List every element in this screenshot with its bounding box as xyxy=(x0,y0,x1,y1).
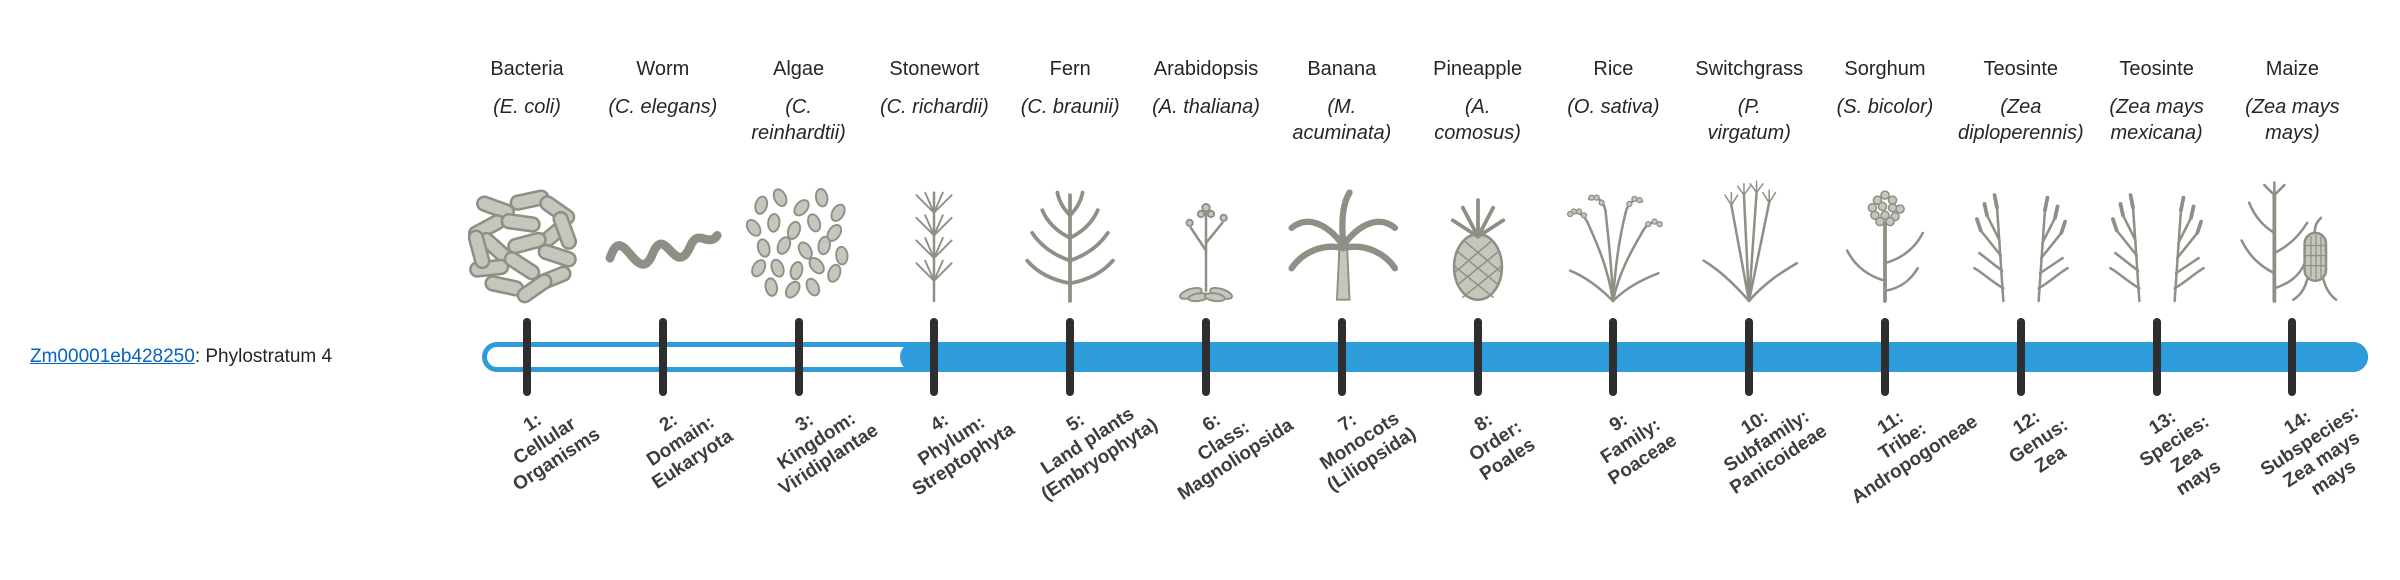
bacteria-icon xyxy=(459,168,595,306)
species-common-name: Switchgrass xyxy=(1695,58,1804,80)
maize-icon xyxy=(2224,168,2360,306)
phylostratum-label-13: 13: Species: Zea mays xyxy=(2135,406,2225,501)
phylostratum-label-8: 8: Order: Poales xyxy=(1465,409,1539,486)
tick-phylostratum-6 xyxy=(1202,318,1210,396)
species-common-name: Teosinte xyxy=(2119,58,2194,80)
species-column-9-rice: Rice (O. sativa) xyxy=(1538,0,1688,310)
sorghum-icon xyxy=(1817,168,1953,306)
phylostratum-label-9: 9: Family: Poaceae xyxy=(1597,409,1682,490)
species-column-7-banana: Banana (M. acuminata) xyxy=(1267,0,1417,310)
pineapple-icon xyxy=(1410,168,1546,306)
species-common-name: Banana xyxy=(1307,58,1377,80)
tick-phylostratum-2 xyxy=(658,318,667,396)
stonewort-icon xyxy=(866,168,1002,306)
species-common-name: Pineapple xyxy=(1433,58,1523,80)
tick-phylostratum-7 xyxy=(1337,318,1346,396)
species-column-6-arabidopsis: Arabidopsis (A. thaliana) xyxy=(1131,0,1281,310)
tick-phylostratum-10 xyxy=(1745,318,1754,396)
phylostratum-label-11: 11: Tribe: Andropogoneae xyxy=(1847,406,1982,509)
arabidopsis-icon xyxy=(1138,168,1274,306)
species-common-name: Sorghum xyxy=(1844,58,1926,80)
tick-phylostratum-8 xyxy=(1473,318,1482,396)
phylostrata-bar-fill xyxy=(900,342,2368,372)
species-scientific-name: (E. coli) xyxy=(493,96,561,118)
species-common-name: Fern xyxy=(1049,58,1091,80)
tick-phylostratum-4 xyxy=(930,318,939,396)
phylostratum-label-7: 7: Monocots (Liliopsida) xyxy=(1316,408,1420,497)
gene-link[interactable]: Zm00001eb428250 xyxy=(30,346,195,367)
species-scientific-name: (Zea mays mays) xyxy=(2245,96,2340,144)
species-common-name: Teosinte xyxy=(1983,58,2059,80)
species-scientific-name: (A. thaliana) xyxy=(1152,96,1260,118)
phylostratum-label-6: 6: Class: Magnoliopsida xyxy=(1174,409,1298,505)
phylostratum-label-14: 14: Subspecies: Zea mays mays xyxy=(2257,401,2365,501)
species-column-12-teosinte: Teosinte (Zea diploperennis) xyxy=(1946,0,2096,310)
species-common-name: Maize xyxy=(2265,58,2320,80)
species-column-2-worm: Worm (C. elegans) xyxy=(588,0,738,310)
species-common-name: Bacteria xyxy=(490,58,564,80)
tick-phylostratum-11 xyxy=(1881,318,1889,396)
species-column-3-algae: Algae (C. reinhardtii) xyxy=(724,0,874,310)
phylostratum-label-4: 4: Phylum: Streptophyta xyxy=(909,409,1019,501)
species-scientific-name: (Zea mays mexicana) xyxy=(2109,96,2204,144)
tick-phylostratum-3 xyxy=(794,318,803,396)
species-column-1-bacteria: Bacteria (E. coli) xyxy=(452,0,602,310)
teosinte-icon xyxy=(2089,168,2225,306)
species-column-11-sorghum: Sorghum (S. bicolor) xyxy=(1810,0,1960,310)
tick-phylostratum-13 xyxy=(2152,318,2161,396)
teosinte-icon xyxy=(1953,168,2089,306)
species-common-name: Stonewort xyxy=(889,58,980,80)
phylostratum-label-1: 1: Cellular Organisms xyxy=(509,409,605,496)
species-common-name: Rice xyxy=(1593,58,1634,80)
species-scientific-name: (C. braunii) xyxy=(1020,96,1120,118)
species-column-5-fern: Fern (C. braunii) xyxy=(995,0,1145,310)
phylostratum-label-5: 5: Land plants (Embryophyta) xyxy=(1037,403,1162,506)
tick-phylostratum-5 xyxy=(1066,318,1075,396)
fern-icon xyxy=(1002,168,1138,306)
algae-icon xyxy=(731,168,867,306)
phylostratum-label-10: 10: Subfamily: Panicoideae xyxy=(1720,406,1832,499)
rice-icon xyxy=(1545,168,1681,306)
species-column-8-pineapple: Pineapple (A. comosus) xyxy=(1403,0,1553,310)
phylostratum-label-3: 3: Kingdom: Viridiplantae xyxy=(773,408,882,500)
species-column-4-stonewort: Stonewort (C. richardii) xyxy=(859,0,1009,310)
worm-icon xyxy=(595,168,731,306)
species-scientific-name: (C. richardii) xyxy=(879,96,989,118)
species-column-14-maize: Maize (Zea mays mays) xyxy=(2217,0,2367,310)
phylostratum-label-2: 2: Domain: Eukaryota xyxy=(642,409,737,494)
species-common-name: Arabidopsis xyxy=(1153,58,1259,80)
tick-phylostratum-14 xyxy=(2288,318,2297,396)
species-scientific-name: (M. acuminata) xyxy=(1292,96,1392,144)
species-common-name: Algae xyxy=(773,58,825,80)
species-scientific-name: (A. comosus) xyxy=(1434,96,1521,144)
tick-phylostratum-1 xyxy=(523,318,531,396)
tick-phylostratum-9 xyxy=(1609,318,1618,396)
gene-phylostratum-text: : Phylostratum 4 xyxy=(194,346,333,367)
species-scientific-name: (O. sativa) xyxy=(1567,96,1660,118)
switchgrass-icon xyxy=(1681,168,1817,306)
phylostratum-label-12: 12: Genus: Zea xyxy=(2005,406,2072,478)
species-scientific-name: (S. bicolor) xyxy=(1836,96,1934,118)
species-scientific-name: (C. reinhardtii) xyxy=(751,96,846,144)
species-column-10-switchgrass: Switchgrass (P. virgatum) xyxy=(1674,0,1824,310)
gene-label: Zm00001eb428250: Phylostratum 4 xyxy=(30,346,332,368)
species-common-name: Worm xyxy=(636,58,690,80)
tick-phylostratum-12 xyxy=(2016,318,2025,396)
species-column-13-teosinte: Teosinte (Zea mays mexicana) xyxy=(2082,0,2232,310)
species-scientific-name: (P. virgatum) xyxy=(1707,96,1791,144)
species-scientific-name: (C. elegans) xyxy=(608,96,718,118)
banana-icon xyxy=(1274,168,1410,306)
species-scientific-name: (Zea diploperennis) xyxy=(1957,96,2084,144)
